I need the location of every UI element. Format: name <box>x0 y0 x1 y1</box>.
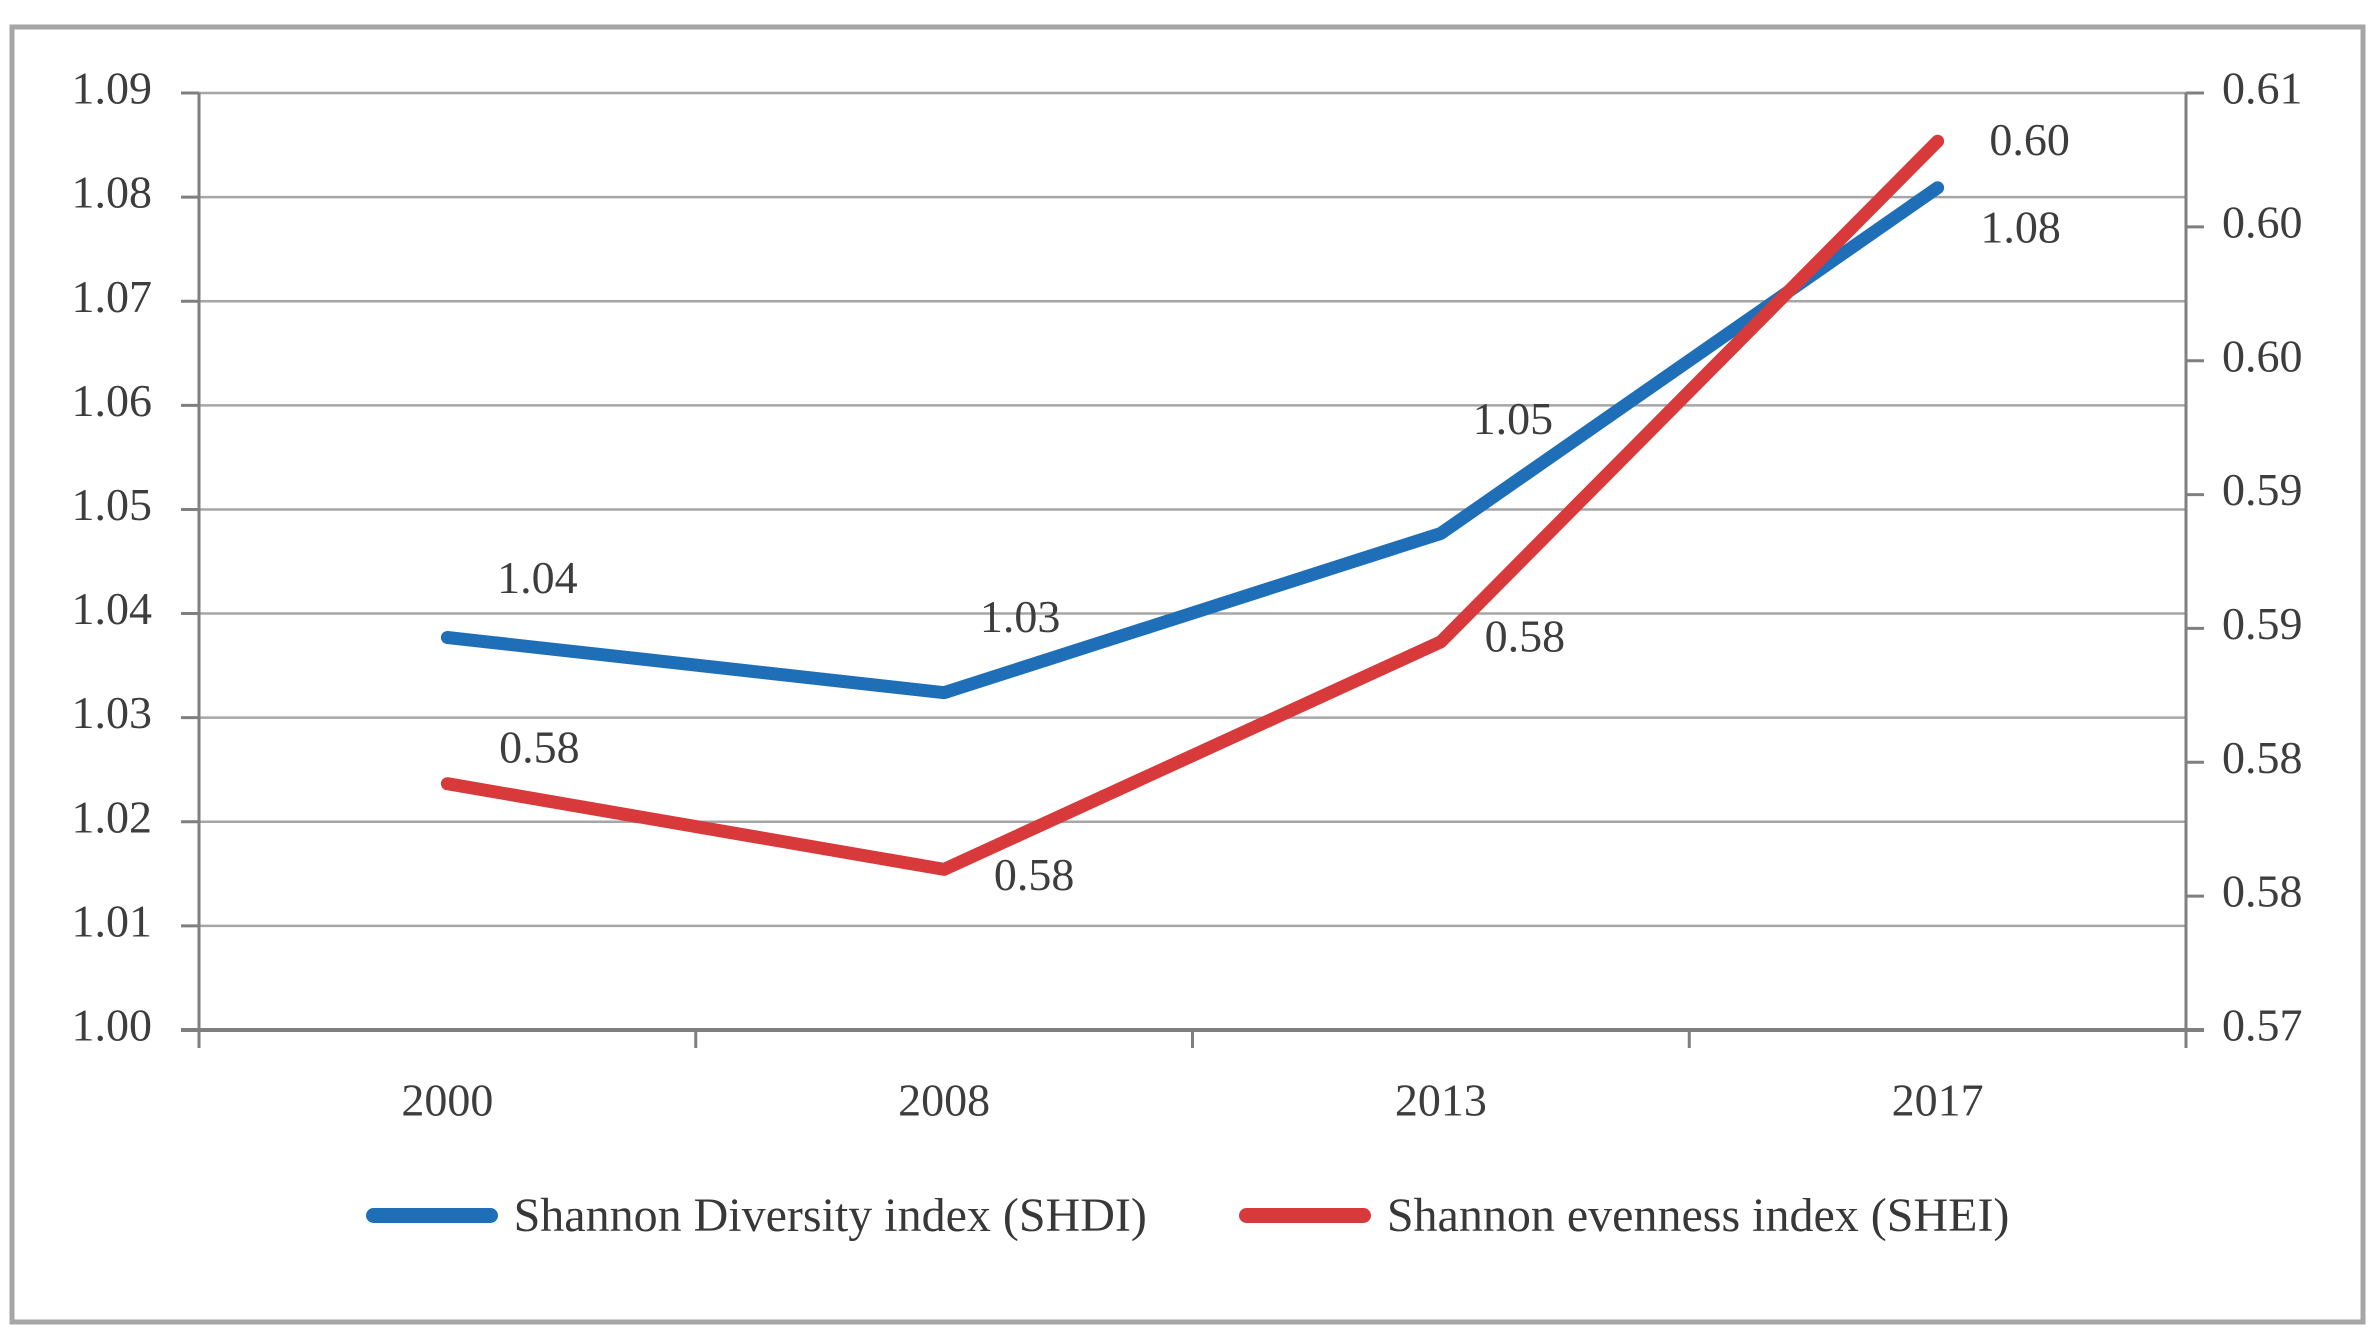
legend-item-shdi: Shannon Diversity index (SHDI) <box>365 1188 1147 1243</box>
y-right-tick-label: 0.59 <box>2222 598 2303 649</box>
data-label: 1.08 <box>1980 201 2061 252</box>
data-label: 1.04 <box>497 552 578 603</box>
x-tick-label: 2017 <box>1892 1075 1984 1126</box>
data-label: 1.03 <box>980 591 1061 642</box>
series-line-shei <box>440 134 1945 876</box>
y-left-tick-label: 1.07 <box>72 271 153 322</box>
y-right-tick-label: 0.60 <box>2222 330 2303 381</box>
legend-item-shei: Shannon evenness index (SHEI) <box>1238 1188 2010 1243</box>
x-tick-label: 2008 <box>898 1075 990 1126</box>
y-left-tick-label: 1.04 <box>72 583 153 634</box>
legend-label-shdi: Shannon Diversity index (SHDI) <box>513 1189 1147 1242</box>
y-left-tick-label: 1.06 <box>72 375 153 426</box>
y-left-tick-label: 1.09 <box>72 63 153 114</box>
y-right-tick-label: 0.57 <box>2222 1000 2303 1051</box>
y-left-tick-label: 1.00 <box>72 1000 153 1051</box>
x-tick-label: 2000 <box>401 1075 493 1126</box>
data-label: 1.05 <box>1473 393 1554 444</box>
y-left-tick-label: 1.08 <box>72 167 153 218</box>
x-tick-label: 2013 <box>1395 1075 1487 1126</box>
legend-swatch-shei-line <box>1238 1208 1371 1223</box>
y-right-tick-label: 0.58 <box>2222 866 2303 917</box>
y-right-tick-label: 0.59 <box>2222 464 2303 515</box>
data-label: 0.58 <box>994 849 1075 900</box>
data-label: 0.58 <box>1485 610 1566 661</box>
data-label: 0.60 <box>1989 114 2070 165</box>
y-left-tick-label: 1.03 <box>72 687 153 738</box>
y-right-tick-label: 0.60 <box>2222 196 2303 247</box>
chart-frame-border <box>9 24 2366 1325</box>
y-left-tick-label: 1.02 <box>72 791 153 842</box>
y-right-tick-label: 0.61 <box>2222 63 2303 114</box>
y-left-tick-label: 1.01 <box>72 895 153 946</box>
series-line-shdi <box>440 181 1945 700</box>
data-label: 0.58 <box>499 721 580 772</box>
legend-swatch-shdi-line <box>365 1208 498 1223</box>
legend-label-shei: Shannon evenness index (SHEI) <box>1386 1189 2010 1242</box>
legend: Shannon Diversity index (SHDI) Shannon e… <box>0 1188 2375 1243</box>
y-right-tick-label: 0.58 <box>2222 732 2303 783</box>
y-left-tick-label: 1.05 <box>72 479 153 530</box>
